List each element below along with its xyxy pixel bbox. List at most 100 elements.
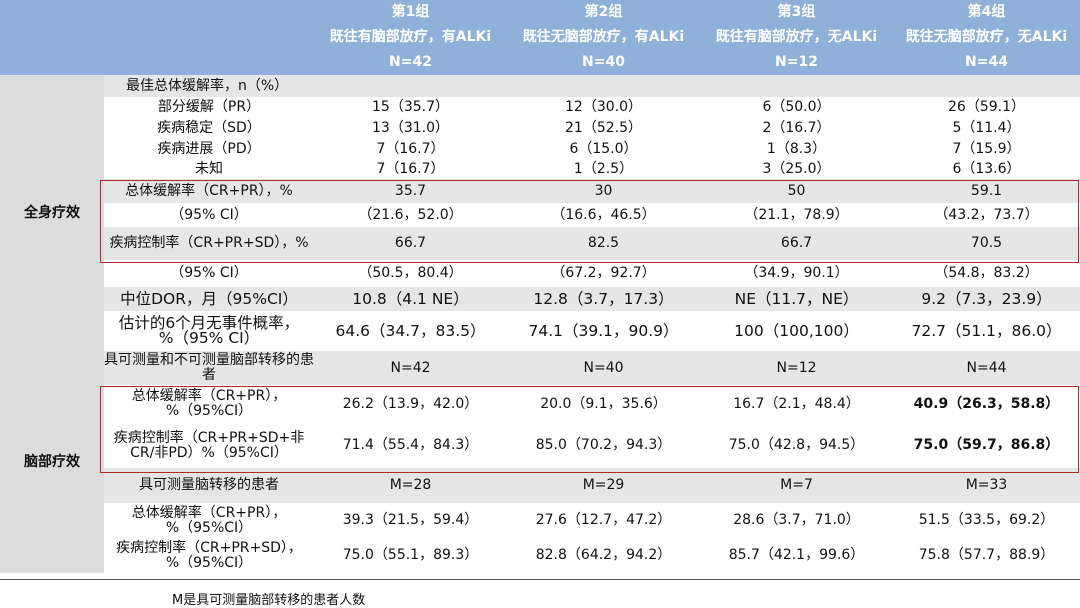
table-cell <box>314 75 507 97</box>
table-cell: 35.7 <box>314 179 507 203</box>
table-cell: 12.8（3.7，17.3） <box>507 287 700 311</box>
row-label: 总体缓解率（CR+PR），% <box>104 179 314 203</box>
group-4-n: N=44 <box>893 50 1080 75</box>
table-row: （95% CI） （21.6，52.0） （16.6，46.5） （21.1，7… <box>0 203 1080 227</box>
table-cell: N=44 <box>893 351 1080 385</box>
table-cell: 6（13.6） <box>893 160 1080 179</box>
table-cell: 20.0（9.1，35.6） <box>507 385 700 423</box>
table-row: 疾病控制率（CR+PR+SD+非CR/非PD）%（95%CI） 71.4（55.… <box>0 423 1080 468</box>
table-cell: 51.5（33.5，69.2） <box>893 503 1080 538</box>
table-row: 疾病进展（PD） 7（16.7） 6（15.0） 1（8.3） 7（15.9） <box>0 139 1080 160</box>
table-cell: （67.2，92.7） <box>507 260 700 287</box>
table-cell: 15（35.7） <box>314 97 507 118</box>
table-cell: 66.7 <box>700 227 893 260</box>
table-cell: 74.1（39.1，90.9） <box>507 311 700 351</box>
table-row: 具可测量脑转移的患者 M=28 M=29 M=7 M=33 <box>0 468 1080 503</box>
row-label: 疾病进展（PD） <box>104 139 314 160</box>
category-brain: 脑部疗效 <box>0 351 104 573</box>
row-label: 中位DOR，月（95%CI） <box>104 287 314 311</box>
group-3-desc: 既往有脑部放疗，无ALKi <box>700 25 893 50</box>
row-label: 疾病控制率（CR+PR+SD），% <box>104 227 314 260</box>
table-cell: 75.0（59.7，86.8） <box>893 423 1080 468</box>
header-label-corner <box>104 0 314 75</box>
group-4-desc: 既往无脑部放疗，无ALKi <box>893 25 1080 50</box>
header-corner <box>0 0 104 75</box>
table-cell: 40.9（26.3，58.8） <box>893 385 1080 423</box>
table-cell: M=33 <box>893 468 1080 503</box>
row-label: 总体缓解率（CR+PR），%（95%CI） <box>104 503 314 538</box>
table-row: 疾病控制率（CR+PR+SD），%（95%CI） 75.0（55.1，89.3）… <box>0 538 1080 573</box>
table-cell: 71.4（55.4，84.3） <box>314 423 507 468</box>
table-cell: 2（16.7） <box>700 118 893 139</box>
table-cell: 26（59.1） <box>893 97 1080 118</box>
table-cell: 50 <box>700 179 893 203</box>
table-cell: N=12 <box>700 351 893 385</box>
table-cell: 3（25.0） <box>700 160 893 179</box>
row-label: 估计的6个月无事件概率，%（95% CI） <box>104 311 314 351</box>
table-cell: 75.0（55.1，89.3） <box>314 538 507 573</box>
row-label: 最佳总体缓解率，n（%） <box>104 75 314 97</box>
table-cell <box>700 75 893 97</box>
table-row: 中位DOR，月（95%CI） 10.8（4.1 NE） 12.8（3.7，17.… <box>0 287 1080 311</box>
table-cell: M=28 <box>314 468 507 503</box>
table-cell: 59.1 <box>893 179 1080 203</box>
table-cell: 30 <box>507 179 700 203</box>
table-cell: NE（11.7，NE） <box>700 287 893 311</box>
group-2-desc: 既往无脑部放疗，有ALKi <box>507 25 700 50</box>
table-cell: （21.6，52.0） <box>314 203 507 227</box>
table-cell: 9.2（7.3，23.9） <box>893 287 1080 311</box>
table-cell: 85.7（42.1，99.6） <box>700 538 893 573</box>
group-2-n: N=40 <box>507 50 700 75</box>
table-cell: 70.5 <box>893 227 1080 260</box>
efficacy-table: 第1组 第2组 第3组 第4组 既往有脑部放疗，有ALKi 既往无脑部放疗，有A… <box>0 0 1080 573</box>
table-cell: 27.6（12.7，47.2） <box>507 503 700 538</box>
table-cell: 85.0（70.2，94.3） <box>507 423 700 468</box>
table-cell: 75.8（57.7，88.9） <box>893 538 1080 573</box>
table-cell: （21.1，78.9） <box>700 203 893 227</box>
table-cell: 82.5 <box>507 227 700 260</box>
table-cell: 1（8.3） <box>700 139 893 160</box>
table-cell: 13（31.0） <box>314 118 507 139</box>
table-cell: （43.2，73.7） <box>893 203 1080 227</box>
table-cell: （16.6，46.5） <box>507 203 700 227</box>
group-3-n: N=12 <box>700 50 893 75</box>
table-cell: 10.8（4.1 NE） <box>314 287 507 311</box>
table-cell: 75.0（42.8，94.5） <box>700 423 893 468</box>
footnote: M是具可测量脑部转移的患者人数 <box>172 593 366 608</box>
row-label: 具可测量脑转移的患者 <box>104 468 314 503</box>
row-label: 疾病控制率（CR+PR+SD），%（95%CI） <box>104 538 314 573</box>
table-row: 未知 7（16.7） 1（2.5） 3（25.0） 6（13.6） <box>0 160 1080 179</box>
table-row: 估计的6个月无事件概率，%（95% CI） 64.6（34.7，83.5） 74… <box>0 311 1080 351</box>
table-cell: 16.7（2.1，48.4） <box>700 385 893 423</box>
table-cell: 1（2.5） <box>507 160 700 179</box>
table-row: 总体缓解率（CR+PR），%（95%CI） 39.3（21.5，59.4） 27… <box>0 503 1080 538</box>
row-label: 总体缓解率（CR+PR），%（95%CI） <box>104 385 314 423</box>
table-cell: 64.6（34.7，83.5） <box>314 311 507 351</box>
table-row: 全身疗效 最佳总体缓解率，n（%） <box>0 75 1080 351</box>
table-cell: （50.5，80.4） <box>314 260 507 287</box>
table-cell: 7（16.7） <box>314 160 507 179</box>
row-label: 具可测量和不可测量脑部转移的患者 <box>104 351 314 385</box>
table-row: （95% CI） （50.5，80.4） （67.2，92.7） （34.9，9… <box>0 260 1080 287</box>
group-3-name: 第3组 <box>700 0 893 25</box>
table-row: 疾病控制率（CR+PR+SD），% 66.7 82.5 66.7 70.5 <box>0 227 1080 260</box>
row-label: 部分缓解（PR） <box>104 97 314 118</box>
table-cell: 6（50.0） <box>700 97 893 118</box>
row-label: 疾病控制率（CR+PR+SD+非CR/非PD）%（95%CI） <box>104 423 314 468</box>
group-4-name: 第4组 <box>893 0 1080 25</box>
table-cell: （34.9，90.1） <box>700 260 893 287</box>
table-cell: 7（16.7） <box>314 139 507 160</box>
table-cell: M=29 <box>507 468 700 503</box>
table-header: 第1组 第2组 第3组 第4组 既往有脑部放疗，有ALKi 既往无脑部放疗，有A… <box>0 0 1080 75</box>
table-row: 总体缓解率（CR+PR），%（95%CI） 26.2（13.9，42.0） 20… <box>0 385 1080 423</box>
table-cell: N=40 <box>507 351 700 385</box>
group-1-name: 第1组 <box>314 0 507 25</box>
row-label: 未知 <box>104 160 314 179</box>
table-cell: M=7 <box>700 468 893 503</box>
table-cell: 66.7 <box>314 227 507 260</box>
table-row: 总体缓解率（CR+PR），% 35.7 30 50 59.1 <box>0 179 1080 203</box>
table-cell: 21（52.5） <box>507 118 700 139</box>
group-1-n: N=42 <box>314 50 507 75</box>
table-cell: 72.7（51.1，86.0） <box>893 311 1080 351</box>
